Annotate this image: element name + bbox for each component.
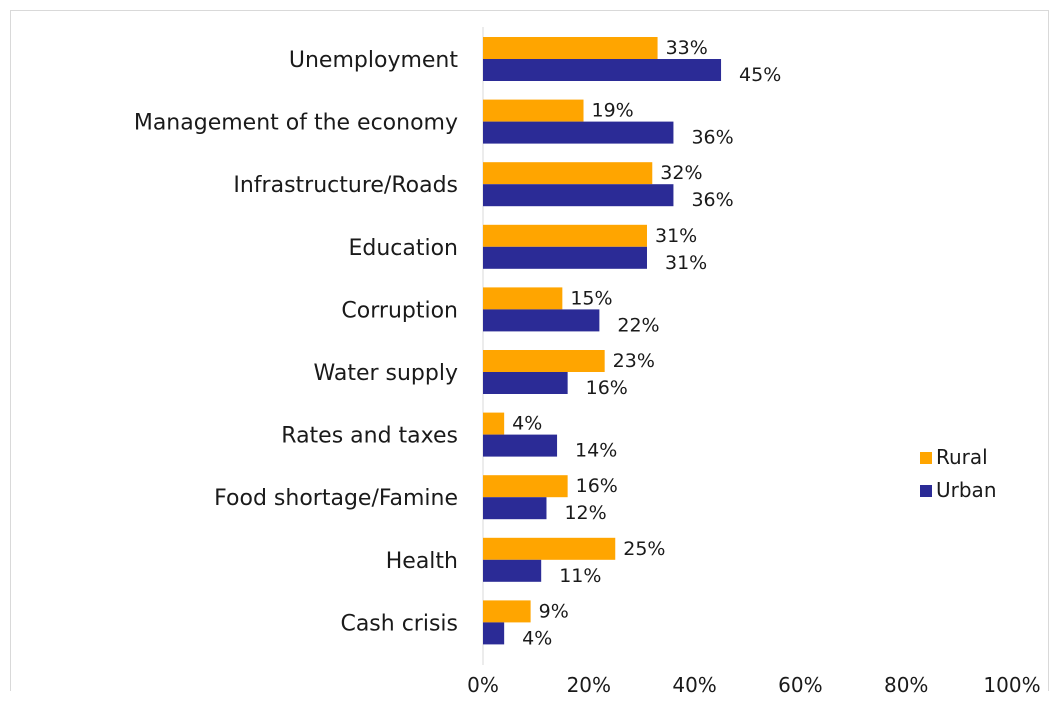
data-label: 31% (665, 252, 707, 274)
bar-rural (483, 99, 584, 122)
legend-swatch-urban (920, 485, 932, 497)
data-label: 33% (666, 37, 708, 59)
category-label: Management of the economy (134, 111, 458, 136)
data-label: 4% (522, 627, 552, 649)
category-label: Cash crisis (340, 611, 458, 636)
data-label: 12% (564, 502, 606, 524)
x-tick-label: 40% (672, 673, 716, 697)
bar-rural (483, 475, 568, 498)
bar-urban (483, 372, 568, 394)
bar-urban (483, 309, 600, 332)
x-tick-label: 80% (884, 673, 928, 697)
category-label: Infrastructure/Roads (233, 173, 458, 198)
data-label: 4% (512, 413, 542, 435)
bar-rural (483, 162, 653, 185)
category-label: Health (386, 549, 458, 574)
data-label: 36% (691, 189, 733, 211)
data-label: 25% (623, 538, 665, 560)
data-label: 9% (539, 600, 569, 622)
x-tick-label: 60% (778, 673, 822, 697)
data-label: 45% (739, 64, 781, 86)
category-label: Education (348, 236, 458, 261)
data-label: 36% (691, 127, 733, 149)
data-label: 19% (592, 100, 634, 122)
data-label: 11% (559, 565, 601, 587)
bar-urban (483, 622, 505, 645)
category-label: Rates and taxes (281, 424, 458, 449)
bar-urban (483, 59, 722, 81)
bar-rural (483, 412, 505, 435)
x-tick-label: 100% (983, 673, 1040, 697)
data-label: 15% (570, 287, 612, 309)
category-label: Food shortage/Famine (214, 486, 458, 511)
bar-urban (483, 434, 558, 457)
bar-urban (483, 497, 547, 520)
legend-label: Rural (936, 445, 988, 469)
chart-frame (10, 10, 1049, 691)
bar-urban (483, 121, 674, 144)
data-label: 23% (613, 350, 655, 372)
category-label: Corruption (341, 298, 458, 323)
data-label: 16% (586, 377, 628, 399)
x-tick-label: 0% (467, 673, 499, 697)
bar-urban (483, 184, 674, 207)
bar-rural (483, 224, 647, 247)
bar-rural (483, 600, 531, 623)
bar-urban (483, 559, 542, 582)
bar-rural (483, 287, 563, 310)
data-label: 32% (660, 162, 702, 184)
x-tick-label: 20% (567, 673, 611, 697)
data-label: 31% (655, 225, 697, 247)
legend-label: Urban (936, 478, 997, 502)
bar-rural (483, 350, 605, 372)
data-label: 22% (617, 314, 659, 336)
category-label: Unemployment (289, 48, 458, 73)
legend-swatch-rural (920, 452, 932, 464)
category-label: Water supply (314, 361, 459, 386)
data-label: 16% (576, 475, 618, 497)
data-label: 14% (575, 440, 617, 462)
bar-urban (483, 246, 647, 269)
bar-rural (483, 37, 658, 59)
bar-rural (483, 537, 616, 560)
